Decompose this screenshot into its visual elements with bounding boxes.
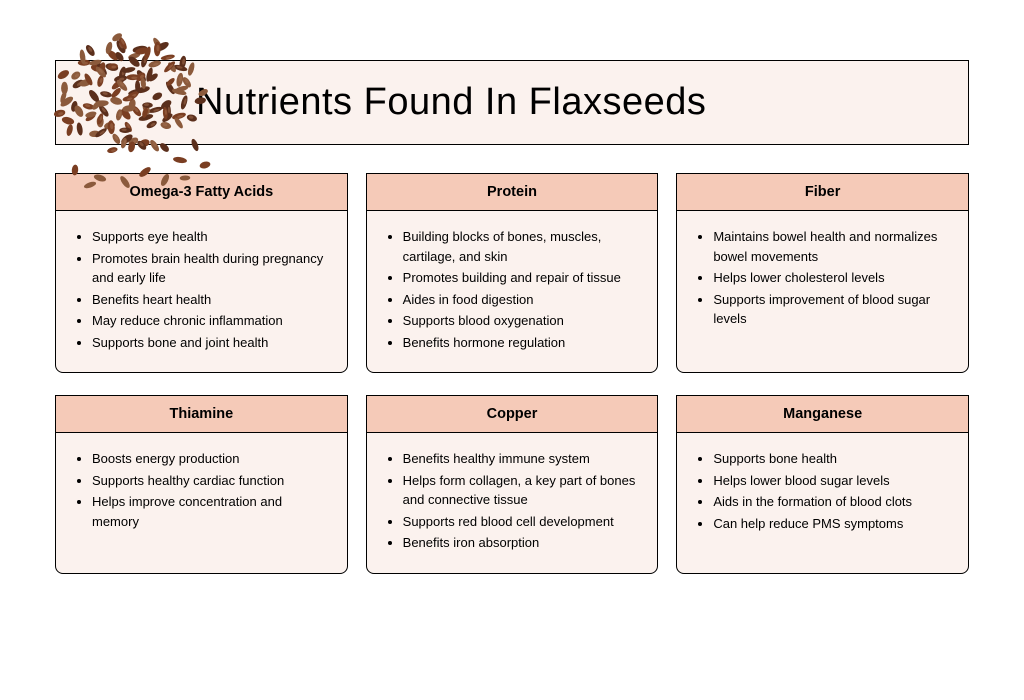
nutrient-card: Thiamine Boosts energy productionSupports…	[55, 395, 348, 574]
nutrient-card-body: Benefits healthy immune systemHelps form…	[367, 433, 658, 573]
benefit-item: Benefits hormone regulation	[403, 333, 640, 353]
benefit-item: Can help reduce PMS symptoms	[713, 514, 950, 534]
benefit-item: Benefits heart health	[92, 290, 329, 310]
page-title: Nutrients Found In Flaxseeds	[196, 81, 938, 124]
benefit-list: Building blocks of bones, muscles, carti…	[385, 227, 640, 352]
nutrient-card-body: Maintains bowel health and normalizes bo…	[677, 211, 968, 372]
benefit-item: Benefits healthy immune system	[403, 449, 640, 469]
benefit-item: Helps form collagen, a key part of bones…	[403, 471, 640, 510]
benefit-item: Supports eye health	[92, 227, 329, 247]
benefit-item: Promotes building and repair of tissue	[403, 268, 640, 288]
nutrient-card-body: Boosts energy productionSupports healthy…	[56, 433, 347, 573]
benefit-item: Maintains bowel health and normalizes bo…	[713, 227, 950, 266]
nutrient-card-header: Protein	[367, 174, 658, 211]
benefit-item: Supports bone and joint health	[92, 333, 329, 353]
benefit-item: Supports improvement of blood sugar leve…	[713, 290, 950, 329]
nutrient-card-header: Thiamine	[56, 396, 347, 433]
benefit-list: Benefits healthy immune systemHelps form…	[385, 449, 640, 553]
benefit-item: May reduce chronic inflammation	[92, 311, 329, 331]
benefit-item: Supports bone health	[713, 449, 950, 469]
benefit-item: Boosts energy production	[92, 449, 329, 469]
benefit-list: Maintains bowel health and normalizes bo…	[695, 227, 950, 329]
benefit-item: Promotes brain health during pregnancy a…	[92, 249, 329, 288]
nutrient-card: Fiber Maintains bowel health and normaliz…	[676, 173, 969, 373]
benefit-item: Supports blood oxygenation	[403, 311, 640, 331]
benefit-item: Supports healthy cardiac function	[92, 471, 329, 491]
benefit-item: Helps improve concentration and memory	[92, 492, 329, 531]
nutrient-card-header: Fiber	[677, 174, 968, 211]
benefit-list: Supports bone healthHelps lower blood su…	[695, 449, 950, 533]
benefit-list: Boosts energy productionSupports healthy…	[74, 449, 329, 531]
nutrient-card-header: Manganese	[677, 396, 968, 433]
benefit-list: Supports eye healthPromotes brain health…	[74, 227, 329, 352]
nutrient-card-body: Supports bone healthHelps lower blood su…	[677, 433, 968, 573]
nutrient-card: Manganese Supports bone healthHelps lower…	[676, 395, 969, 574]
benefit-item: Building blocks of bones, muscles, carti…	[403, 227, 640, 266]
nutrient-card-body: Building blocks of bones, muscles, carti…	[367, 211, 658, 372]
nutrient-card-body: Supports eye healthPromotes brain health…	[56, 211, 347, 372]
benefit-item: Aides in food digestion	[403, 290, 640, 310]
benefit-item: Aids in the formation of blood clots	[713, 492, 950, 512]
benefit-item: Helps lower blood sugar levels	[713, 471, 950, 491]
flaxseeds-image	[30, 10, 230, 190]
nutrient-card: Copper Benefits healthy immune systemHelp…	[366, 395, 659, 574]
nutrient-card-header: Copper	[367, 396, 658, 433]
benefit-item: Helps lower cholesterol levels	[713, 268, 950, 288]
nutrient-card: Omega-3 Fatty AcidsSupports eye healthPr…	[55, 173, 348, 373]
nutrient-cards-grid: Omega-3 Fatty AcidsSupports eye healthPr…	[55, 173, 969, 574]
benefit-item: Benefits iron absorption	[403, 533, 640, 553]
benefit-item: Supports red blood cell development	[403, 512, 640, 532]
nutrient-card: Protein Building blocks of bones, muscles…	[366, 173, 659, 373]
